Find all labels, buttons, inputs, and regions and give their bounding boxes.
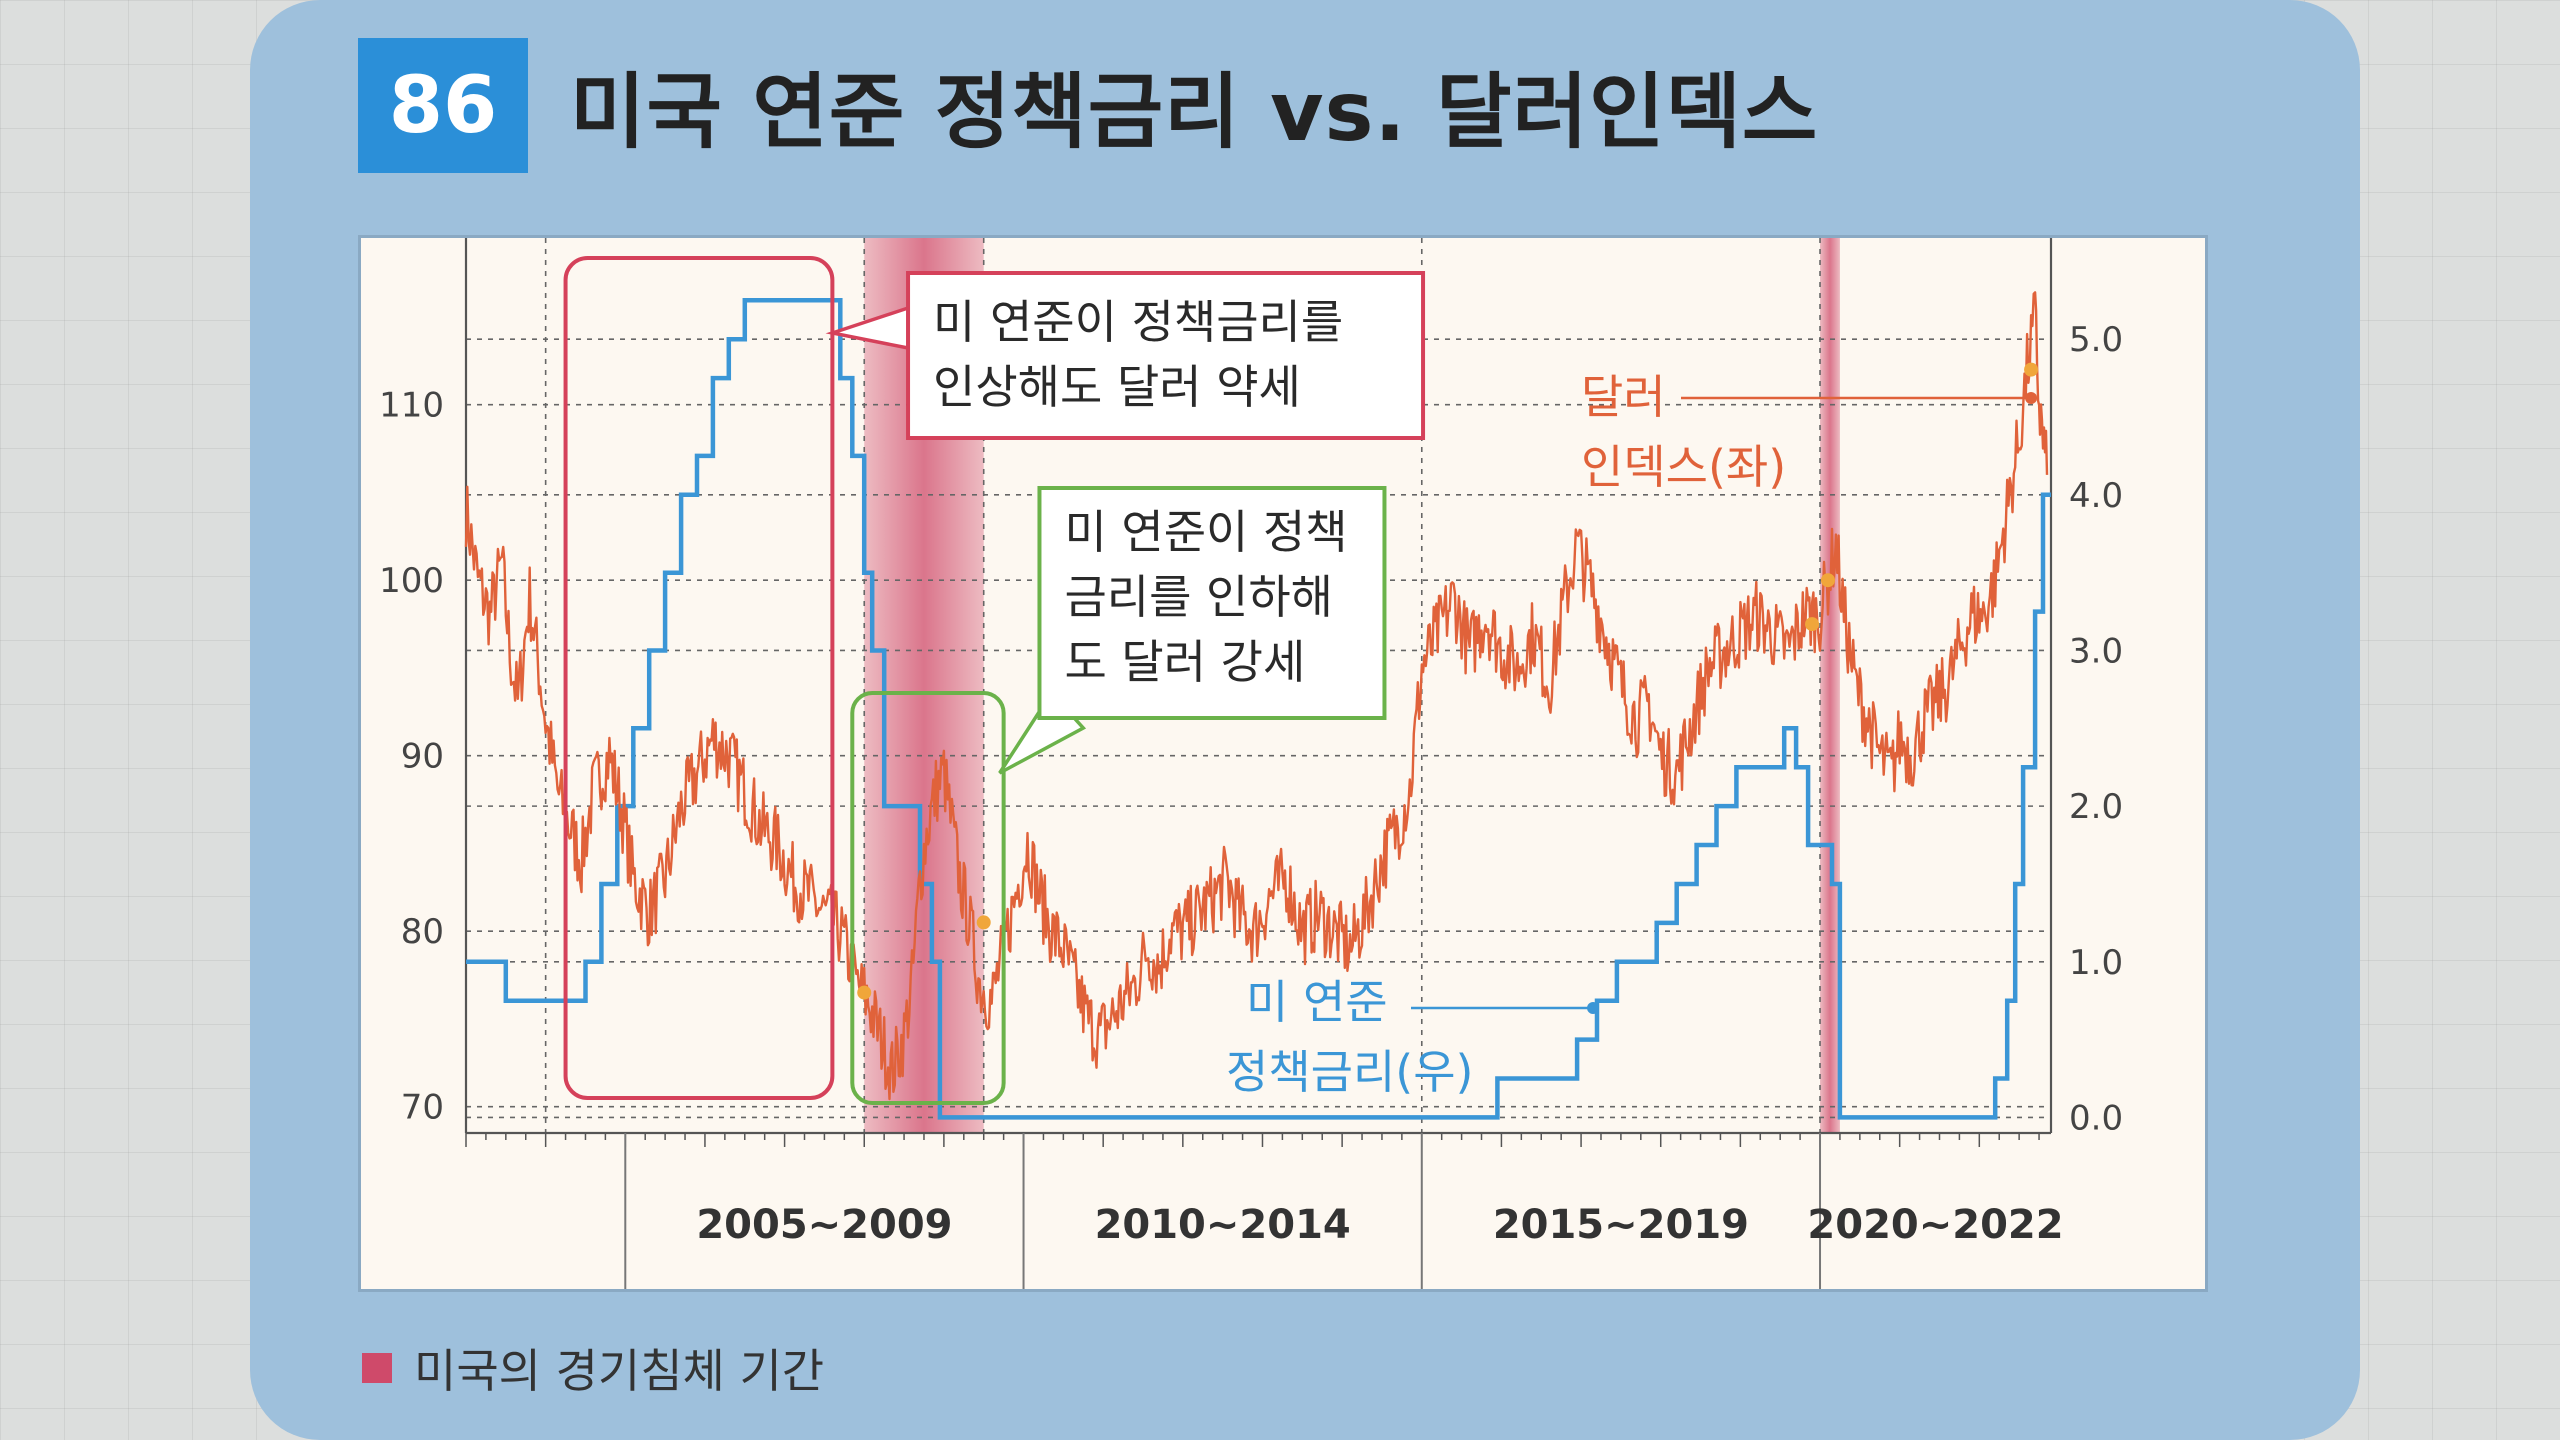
legend-label: 미국의 경기침체 기간: [414, 1344, 825, 1398]
red-callout-text: 인상해도 달러 약세: [933, 360, 1301, 414]
left-tick-label: 100: [379, 561, 444, 601]
highlight-dot: [857, 985, 872, 1000]
period-label: 2020~2022: [1807, 1202, 2063, 1248]
dollar-index-label: 인덱스(좌): [1581, 440, 1786, 494]
right-tick-label: 5.0: [2069, 320, 2123, 360]
figure-title: 미국 연준 정책금리 vs. 달러인덱스: [570, 65, 1819, 160]
red-callout-text: 미 연준이 정책금리를: [933, 295, 1343, 349]
green-callout-text: 미 연준이 정책: [1064, 505, 1347, 559]
recession-swatch: [362, 1353, 392, 1383]
period-label: 2005~2009: [696, 1202, 952, 1248]
right-tick-label: 1.0: [2069, 943, 2123, 983]
right-tick-label: 0.0: [2069, 1098, 2123, 1138]
chart-frame: 70 80 90 100 110 0.0 1.0 2.0 3.0 4.0 5.0 2005~2009 2…: [358, 235, 2208, 1292]
recession-band: [1820, 238, 1840, 1133]
right-tick-label: 3.0: [2069, 631, 2123, 671]
left-tick-label: 70: [401, 1088, 444, 1128]
green-callout-text: 금리를 인하해: [1064, 570, 1333, 624]
green-highlight-box: [850, 691, 1006, 1105]
fed-rate-label: 미 연준: [1246, 975, 1388, 1029]
red-callout-box: [906, 271, 1426, 440]
fed-rate-line: [466, 298, 2051, 1120]
period-label: 2010~2014: [1095, 1202, 1351, 1248]
period-label: 2015~2019: [1493, 1202, 1749, 1248]
left-tick-label: 80: [401, 912, 444, 952]
left-tick-label: 90: [401, 737, 444, 777]
red-highlight-box: [563, 256, 835, 1100]
green-callout-text: 도 달러 강세: [1064, 635, 1305, 689]
fed-rate-leader-dot: [1587, 1002, 1600, 1014]
green-callout-box: [1037, 486, 1387, 720]
legend: 미국의 경기침체 기간: [362, 1335, 824, 1401]
chart-svg: 70 80 90 100 110 0.0 1.0 2.0 3.0 4.0 5.0 2005~2009 2…: [379, 238, 2123, 1289]
figure-number-badge: 86: [358, 38, 528, 173]
highlight-dot: [2024, 362, 2039, 377]
figure-number: 86: [388, 60, 498, 151]
highlight-dot: [976, 915, 991, 930]
left-tick-label: 110: [379, 386, 444, 426]
highlight-dot: [1820, 573, 1835, 588]
fed-rate-label: 정책금리(우): [1226, 1045, 1474, 1099]
right-tick-label: 4.0: [2069, 476, 2123, 516]
highlight-dot: [1805, 617, 1820, 632]
dollar-index-line: [464, 291, 2049, 1101]
dollar-index-label: 달러: [1581, 370, 1666, 424]
right-tick-label: 2.0: [2069, 787, 2123, 827]
dollar-index-leader-dot: [2025, 392, 2038, 404]
